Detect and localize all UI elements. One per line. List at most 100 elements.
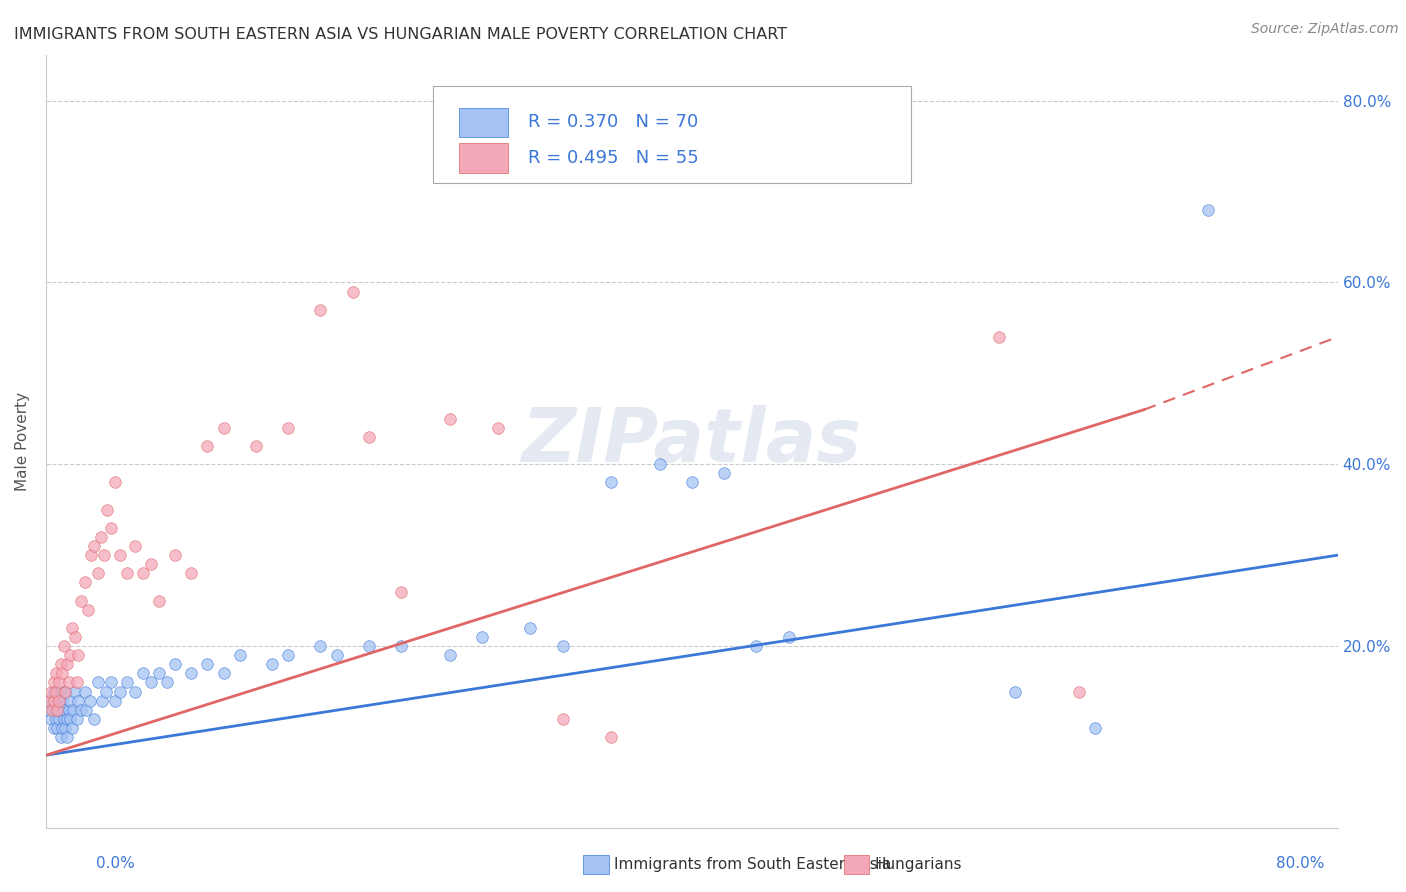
Point: [48, 712, 70, 726]
Point: [63, 684, 86, 698]
Point: [38, 693, 60, 707]
Point: [79, 693, 101, 707]
Point: [110, 548, 132, 562]
Point: [45, 703, 67, 717]
Text: 80.0%: 80.0%: [1277, 856, 1324, 871]
Point: [56, 712, 79, 726]
Point: [325, 648, 347, 663]
Point: [60, 721, 83, 735]
Point: [277, 421, 299, 435]
Point: [75, 703, 97, 717]
Point: [94, 684, 117, 698]
Point: [39, 712, 62, 726]
Point: [46, 721, 69, 735]
Point: [59, 712, 82, 726]
Point: [148, 666, 170, 681]
Point: [39, 684, 62, 698]
Text: Source: ZipAtlas.com: Source: ZipAtlas.com: [1251, 22, 1399, 37]
Point: [486, 421, 509, 435]
Point: [389, 639, 412, 653]
Point: [56, 730, 79, 744]
Point: [148, 593, 170, 607]
Point: [139, 558, 162, 572]
Point: [132, 666, 155, 681]
Point: [212, 421, 235, 435]
Point: [56, 657, 79, 672]
Point: [132, 566, 155, 581]
Point: [342, 285, 364, 299]
Point: [987, 330, 1010, 344]
Text: Immigrants from South Eastern Asia: Immigrants from South Eastern Asia: [614, 857, 891, 871]
Point: [260, 657, 283, 672]
Point: [197, 657, 219, 672]
Point: [1004, 684, 1026, 698]
Point: [51, 693, 73, 707]
Point: [228, 648, 250, 663]
Point: [165, 657, 187, 672]
Point: [439, 648, 461, 663]
Point: [83, 712, 105, 726]
Point: [42, 721, 65, 735]
Point: [471, 630, 494, 644]
Text: IMMIGRANTS FROM SOUTH EASTERN ASIA VS HUNGARIAN MALE POVERTY CORRELATION CHART: IMMIGRANTS FROM SOUTH EASTERN ASIA VS HU…: [14, 27, 787, 42]
Point: [42, 684, 65, 698]
Point: [48, 675, 70, 690]
Point: [59, 693, 82, 707]
Point: [389, 584, 412, 599]
Point: [110, 684, 132, 698]
Point: [165, 548, 187, 562]
Point: [519, 148, 541, 162]
Point: [73, 575, 96, 590]
Point: [86, 675, 108, 690]
Text: 0.0%: 0.0%: [96, 856, 135, 871]
Point: [51, 666, 73, 681]
Point: [67, 648, 90, 663]
Point: [41, 693, 63, 707]
Point: [277, 648, 299, 663]
Text: ZIPatlas: ZIPatlas: [522, 405, 862, 478]
Point: [62, 703, 84, 717]
Point: [115, 566, 138, 581]
Point: [93, 548, 115, 562]
Point: [124, 684, 146, 698]
Point: [648, 457, 671, 471]
Point: [551, 712, 574, 726]
Point: [49, 657, 72, 672]
Point: [357, 639, 380, 653]
Point: [180, 666, 202, 681]
Point: [96, 502, 118, 516]
Point: [519, 621, 541, 635]
Point: [245, 439, 267, 453]
Point: [58, 675, 80, 690]
Point: [60, 621, 83, 635]
Point: [713, 467, 735, 481]
Point: [51, 721, 73, 735]
Point: [53, 721, 76, 735]
Point: [104, 693, 127, 707]
Point: [745, 639, 768, 653]
Point: [212, 666, 235, 681]
Point: [52, 639, 75, 653]
Point: [49, 730, 72, 744]
Point: [90, 530, 112, 544]
Point: [48, 693, 70, 707]
Point: [681, 475, 703, 490]
Point: [1084, 721, 1107, 735]
Point: [309, 639, 332, 653]
Text: R = 0.495   N = 55: R = 0.495 N = 55: [527, 149, 699, 167]
Point: [357, 430, 380, 444]
FancyBboxPatch shape: [433, 86, 911, 183]
Point: [1069, 684, 1091, 698]
Point: [70, 703, 93, 717]
Point: [45, 684, 67, 698]
Point: [77, 603, 100, 617]
Point: [309, 302, 332, 317]
Point: [42, 693, 65, 707]
Point: [91, 693, 114, 707]
Point: [73, 684, 96, 698]
Point: [53, 684, 76, 698]
Point: [42, 675, 65, 690]
Point: [104, 475, 127, 490]
Point: [600, 730, 623, 744]
Point: [67, 693, 90, 707]
